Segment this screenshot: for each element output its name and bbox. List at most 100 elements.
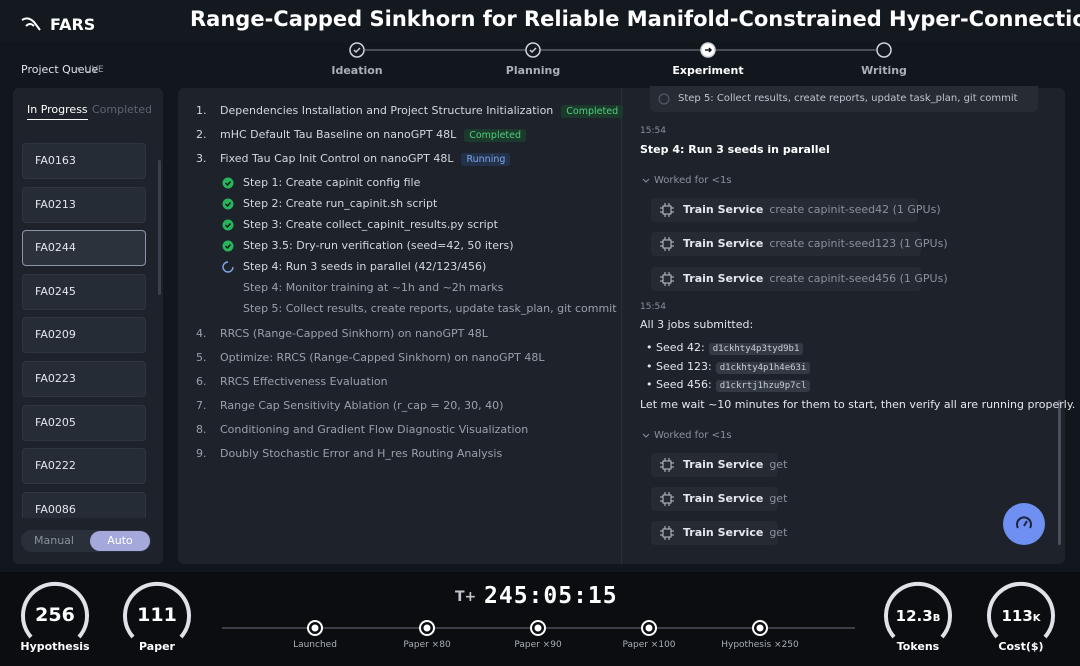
action: create capinit-seed42 (1 GPUs) <box>769 203 941 216</box>
stage-label: Writing <box>861 64 907 77</box>
chip-icon <box>660 272 674 286</box>
service-name: Train Service <box>683 237 764 250</box>
stage-label: Ideation <box>331 64 383 77</box>
scrollbar <box>1058 400 1061 545</box>
fab-button[interactable] <box>1003 503 1045 545</box>
tool-call: Train Service get <box>651 487 787 511</box>
seed-label: Seed 123: <box>656 359 712 373</box>
queue-item[interactable]: FA0163 <box>22 143 146 179</box>
stat-unit: B <box>932 613 941 624</box>
stage-label: Planning <box>505 64 561 77</box>
task-text: RRCS Effectiveness Evaluation <box>220 375 388 388</box>
gauge-value: 256 <box>5 604 105 626</box>
queue-item[interactable]: FA0209 <box>22 317 146 354</box>
divider <box>621 88 622 564</box>
log-card <box>650 86 1038 112</box>
chip-icon <box>660 526 674 540</box>
seed-row: • Seed 123: d1ckhty4p1h4e63i <box>646 359 811 374</box>
task-text: RRCS (Range-Capped Sinkhorn) on nanoGPT … <box>220 327 488 340</box>
tool-call: Train Service create capinit-seed123 (1 G… <box>651 232 948 256</box>
task-text: mHC Default Tau Baseline on nanoGPT 48L C… <box>220 128 527 142</box>
milestone-label: Paper ×90 <box>514 640 562 650</box>
seed-row: • Seed 456: d1ckrtj1hzu9p7cl <box>646 378 811 392</box>
action: get <box>769 458 788 471</box>
tool-call: Train Service get <box>651 453 787 477</box>
scrollbar <box>158 160 161 295</box>
queue-item[interactable]: FA0223 <box>22 361 146 397</box>
stat-label: Hypothesis <box>20 640 90 653</box>
queue-item[interactable]: FA0244 <box>22 230 146 267</box>
stat-value: 12.3 <box>895 607 933 625</box>
mode-option[interactable]: Auto <box>90 531 150 551</box>
task-text: Range Cap Sensitivity Ablation (r_cap = … <box>220 399 504 412</box>
action: get <box>769 492 788 505</box>
tab[interactable]: Completed <box>92 103 152 116</box>
log-step: Step 5: Collect results, create reports,… <box>678 93 1018 104</box>
stat-unit: K <box>1032 613 1041 624</box>
chip-icon <box>660 237 674 251</box>
task-num: 2. <box>196 128 207 141</box>
queue-item[interactable]: FA0205 <box>22 404 146 441</box>
check <box>353 47 361 54</box>
stage-dot <box>349 42 365 58</box>
icon <box>1016 516 1032 529</box>
tool-call: Train Service create capinit-seed456 (1 G… <box>651 267 948 291</box>
stat-value: 256 <box>35 604 75 626</box>
task-num: 7. <box>196 399 207 412</box>
step-text: Step 3.5: Dry-run verification (seed=42,… <box>243 239 514 252</box>
milestone-label: Paper ×100 <box>622 640 676 650</box>
service-name: Train Service <box>683 458 764 471</box>
stage-dot <box>700 42 716 58</box>
step-text: Step 2: Create run_capinit.sh script <box>243 197 438 210</box>
task-text: Optimize: RRCS (Range-Capped Sinkhorn) o… <box>220 351 545 364</box>
status-badge: Running <box>461 153 511 166</box>
worked-label: Worked for <1s <box>654 430 732 441</box>
queue-title: Project Queue <box>21 63 99 76</box>
stat-label: Tokens <box>896 640 940 653</box>
tab[interactable]: In Progress <box>27 103 88 120</box>
task-num: 8. <box>196 423 207 436</box>
step-text: Step 1: Create capinit config file <box>243 176 421 189</box>
job-id: d1ckhty4p3tyd9b1 <box>708 343 804 355</box>
queue-item[interactable]: FA0213 <box>22 186 146 223</box>
task-text: Conditioning and Gradient Flow Diagnosti… <box>220 423 529 436</box>
header-bar <box>0 0 1080 42</box>
queue-item[interactable]: FA0086 <box>22 491 146 518</box>
job-id: d1ckhty4p1h4e63i <box>715 361 811 374</box>
stat-value: 111 <box>137 604 177 626</box>
worked-label: Worked for <1s <box>654 175 732 186</box>
tool-call: Train Service get <box>651 521 787 545</box>
seed-row: • Seed 42: d1ckhty4p3tyd9b1 <box>646 341 804 355</box>
stat-value: 113 <box>1001 607 1033 625</box>
title: Range-Capped Sinkhorn for Reliable Manif… <box>190 7 1080 31</box>
action: create capinit-seed456 (1 GPUs) <box>769 272 948 285</box>
seed-label: Seed 456: <box>656 378 712 391</box>
chip-icon <box>660 203 674 217</box>
timestamp: 15:54 <box>640 126 666 136</box>
timestamp: 15:54 <box>640 302 666 312</box>
timer-prefix: T+ <box>455 589 477 605</box>
queue-list: FA0163 FA0213 FA0244 FA0245 FA0209 FA0223 FA02… <box>22 140 147 518</box>
status-badge: Completed <box>561 105 624 118</box>
queue-item[interactable]: FA0222 <box>22 448 146 485</box>
queue-item[interactable]: FA0245 <box>22 273 146 310</box>
task-num: 4. <box>196 327 207 340</box>
task-num: 9. <box>196 447 207 460</box>
live-badge: • LIVE <box>76 65 104 75</box>
milestone-label: Launched <box>293 640 337 650</box>
action: create capinit-seed123 (1 GPUs) <box>769 237 948 250</box>
stat-label: Cost($) <box>998 640 1044 653</box>
stage-label: Experiment <box>672 64 744 77</box>
task-text: Dependencies Installation and Project St… <box>220 104 624 118</box>
task-num: 1. <box>196 104 207 117</box>
gauge-value: 111 <box>107 604 207 626</box>
step-text: Step 4: Run 3 seeds in parallel (42/123/… <box>243 260 487 273</box>
mode-option[interactable]: Manual <box>34 534 74 547</box>
log-text: Let me wait ~10 minutes for them to star… <box>640 398 1076 411</box>
chip-icon <box>660 458 674 472</box>
chip-icon <box>660 492 674 506</box>
task-text: Doubly Stochastic Error and H_res Routin… <box>220 447 503 460</box>
stage-dot <box>876 42 892 58</box>
action: get <box>769 526 788 539</box>
